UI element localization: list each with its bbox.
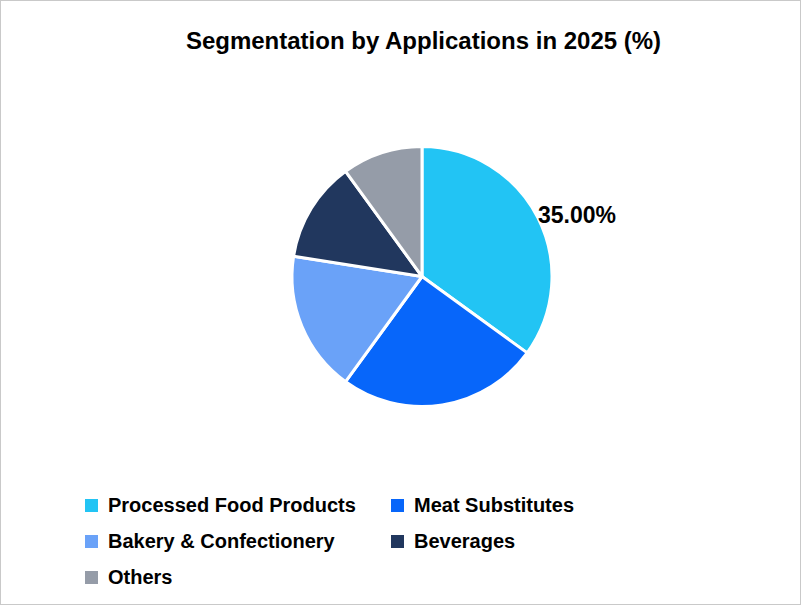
legend-label: Others [108,566,172,589]
legend-swatch-icon [85,535,98,548]
legend-label: Processed Food Products [108,494,356,517]
slice-data-label: 35.00% [538,202,616,229]
legend-label: Meat Substitutes [414,494,574,517]
legend-label: Beverages [414,530,515,553]
chart-canvas: Segmentation by Applications in 2025 (%)… [0,0,801,605]
legend-item-beverages: Beverages [391,530,574,553]
legend: Processed Food Products Meat Substitutes… [85,487,574,595]
legend-swatch-icon [391,535,404,548]
legend-swatch-icon [391,499,404,512]
legend-label: Bakery & Confectionery [108,530,335,553]
legend-item-bakery-confectionery: Bakery & Confectionery [85,530,391,553]
legend-swatch-icon [85,499,98,512]
legend-swatch-icon [85,571,98,584]
legend-item-others: Others [85,566,391,589]
legend-item-processed-food-products: Processed Food Products [85,494,391,517]
legend-item-meat-substitutes: Meat Substitutes [391,494,574,517]
